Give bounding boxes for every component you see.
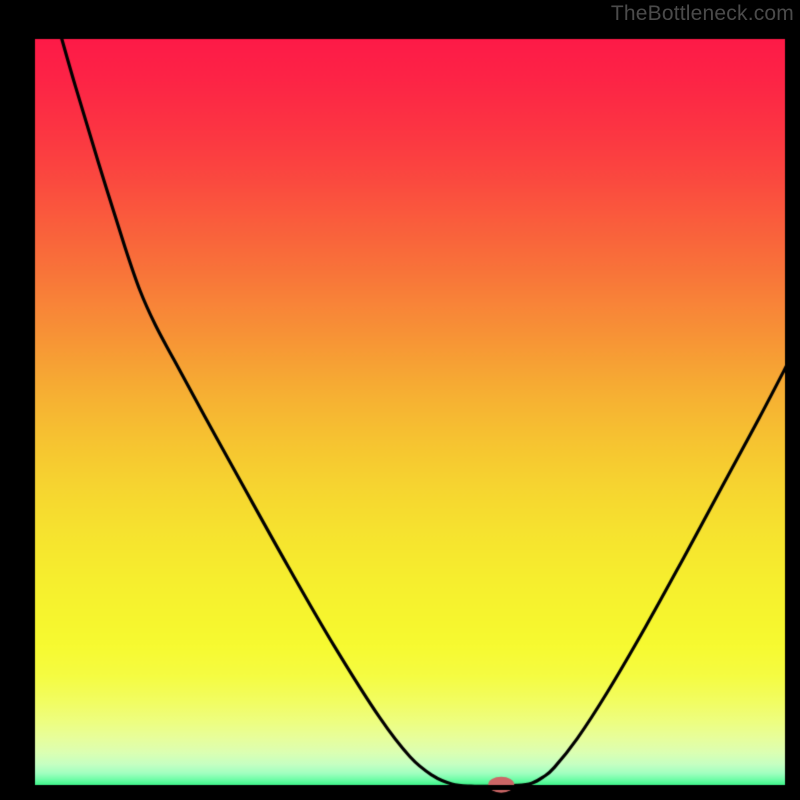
chart-stage: { "canvas": { "width": 800, "height": 80… [0, 0, 800, 800]
bottleneck-chart-canvas [0, 0, 800, 800]
watermark-text: TheBottleneck.com [611, 2, 794, 26]
